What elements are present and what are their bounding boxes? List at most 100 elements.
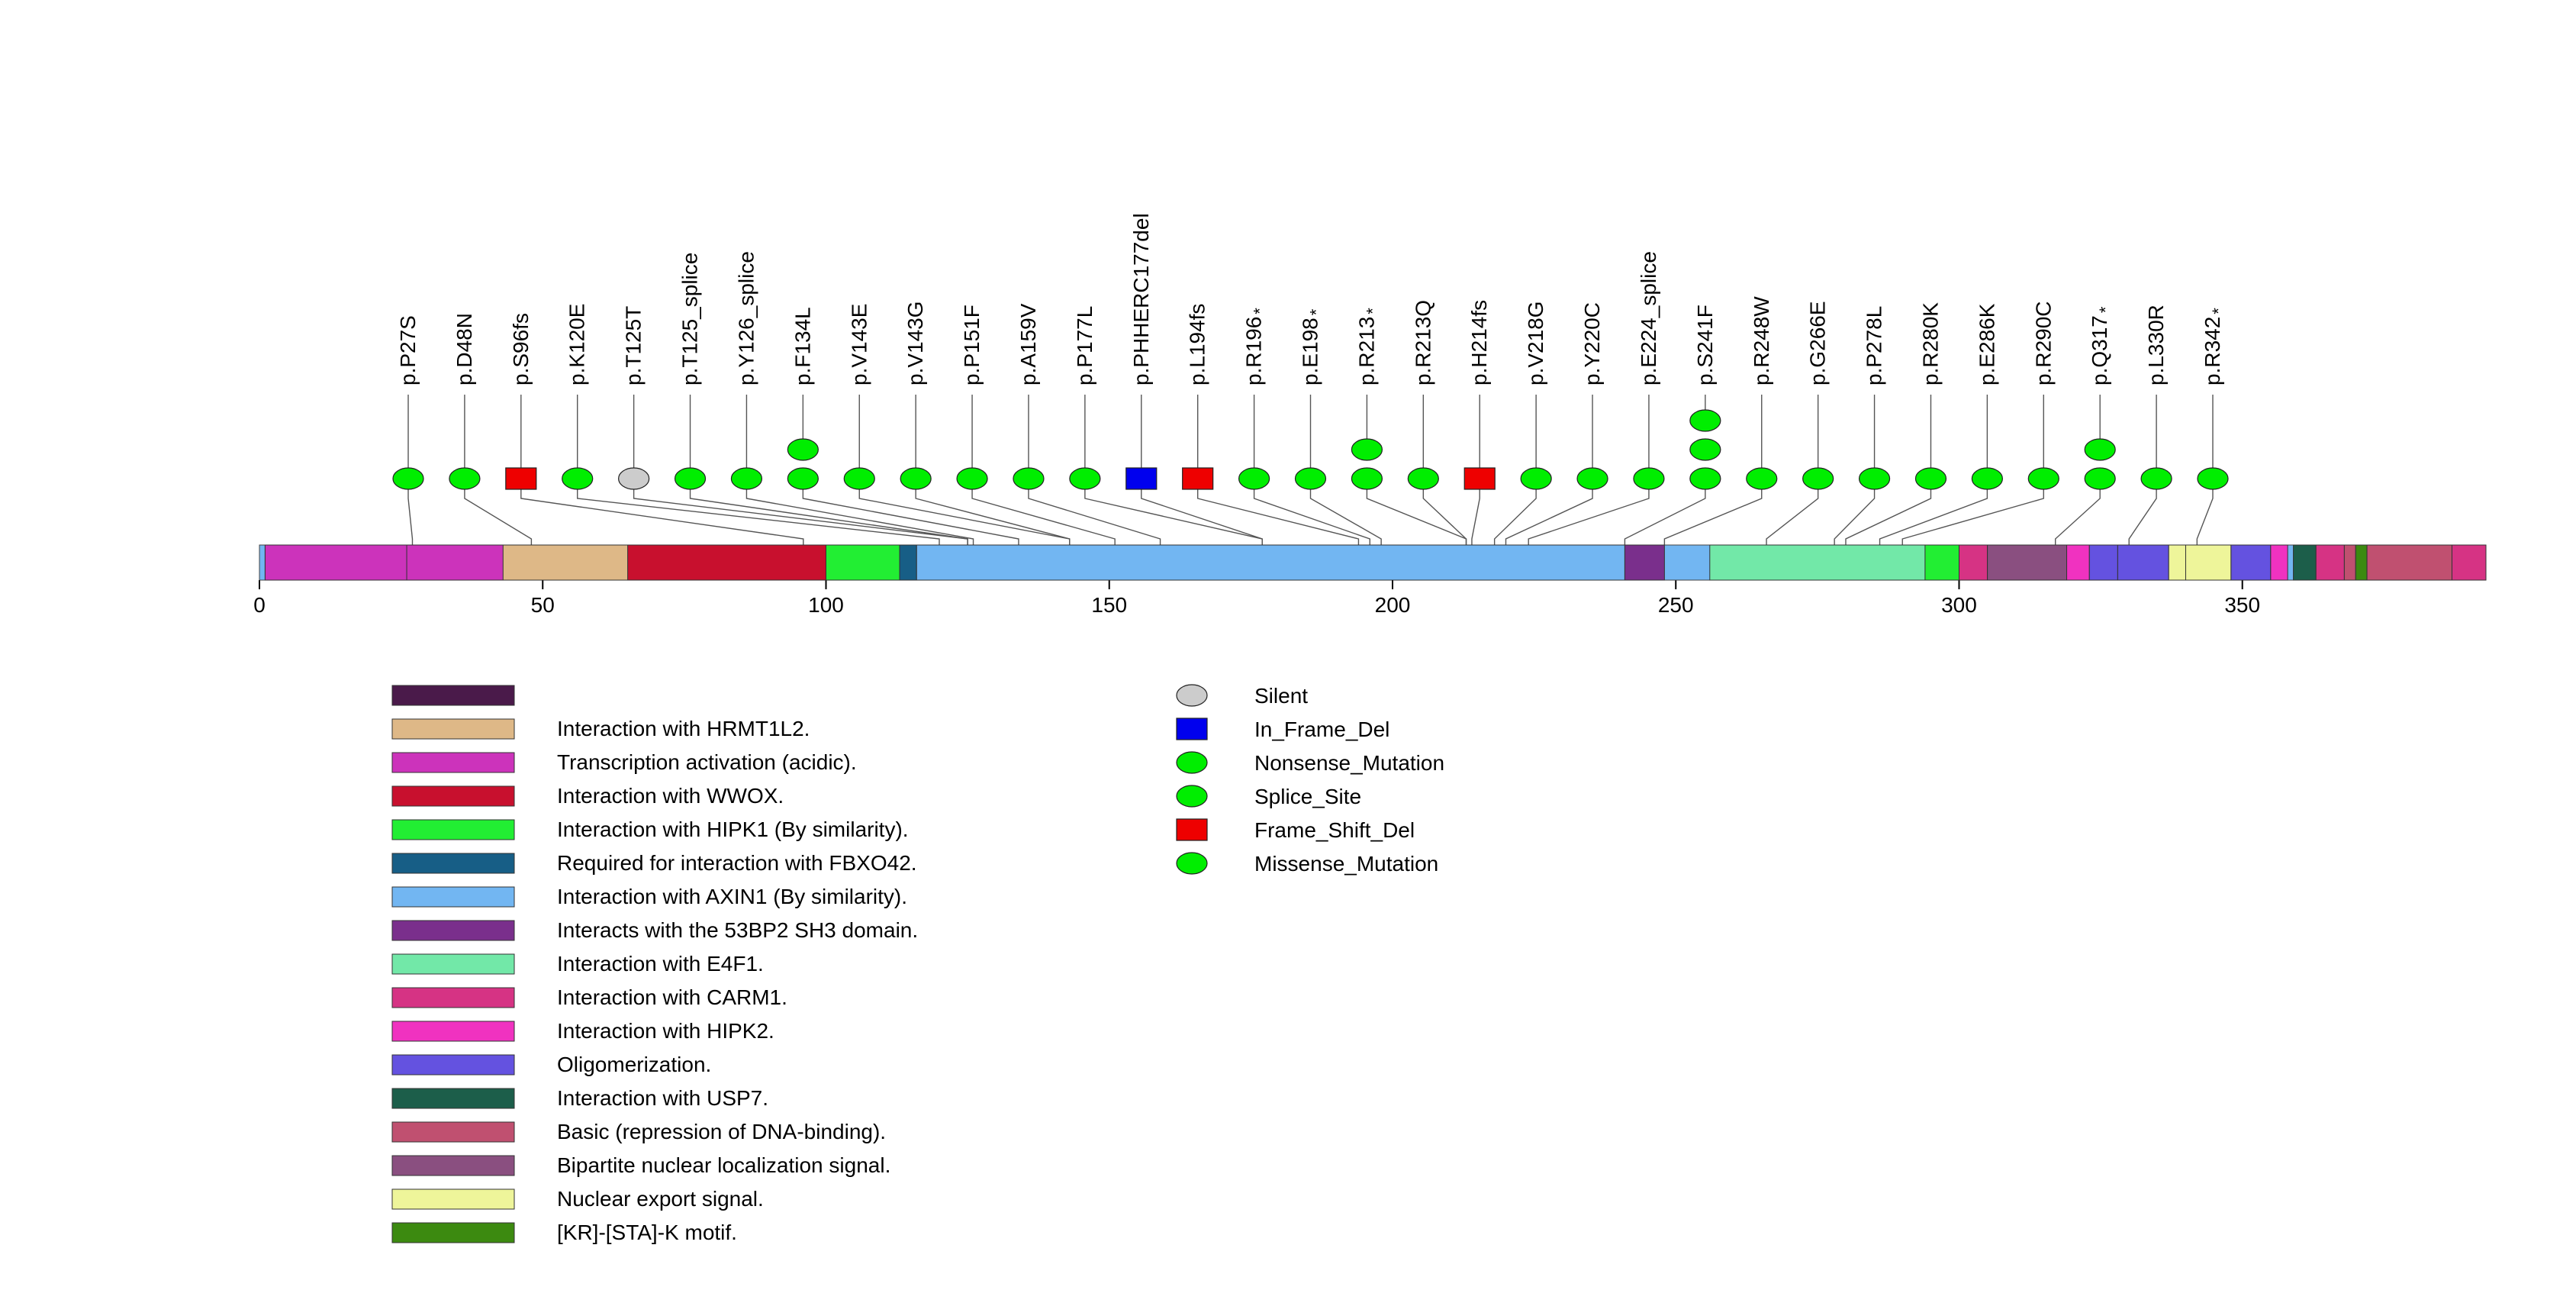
mutation-marker	[730, 467, 763, 490]
legend-mutation-marker	[1176, 718, 1208, 740]
legend-mutation-label: Nonsense_Mutation	[1254, 751, 1444, 775]
legend-domain-label: Required for interaction with FBXO42.	[557, 851, 917, 875]
domain-segment	[2343, 544, 2356, 581]
axis-tick-label: 100	[808, 593, 844, 617]
mutation-label: p.R213*	[1354, 308, 1382, 385]
mutation-marker	[618, 467, 650, 490]
legend-domain-swatch	[391, 1222, 515, 1243]
domain-segment	[825, 544, 900, 581]
mutation-marker	[1689, 438, 1721, 461]
domain-segment	[1924, 544, 1959, 581]
axis-tick-label: 350	[2224, 593, 2260, 617]
x-axis: 0 50 100 150 200 250 300 350	[253, 580, 2260, 617]
mutation-label: p.E286K	[1975, 303, 1998, 385]
nonsense-star: *	[1307, 308, 1326, 315]
mutation-type-legend: Silent In_Frame_Del Nonsense_Mutation Splic…	[1176, 684, 1444, 876]
axis-tick-label: 0	[253, 593, 266, 617]
mutation-label: p.R280K	[1918, 302, 1942, 385]
mutation-label: p.V218G	[1524, 301, 1547, 385]
mutation-stems	[407, 395, 2214, 468]
mutation-label: p.Q317*	[2088, 306, 2115, 385]
legend-mutation-label: In_Frame_Del	[1254, 718, 1389, 741]
mutation-marker	[1182, 467, 1214, 490]
mutation-label: p.V143G	[903, 301, 927, 385]
mutation-label: p.A159V	[1016, 303, 1040, 385]
mutation-label: p.R290C	[2031, 301, 2055, 385]
mutation-label: p.E224_splice	[1637, 251, 1660, 385]
mutation-marker	[787, 438, 819, 461]
legend-mutation-label: Missense_Mutation	[1254, 852, 1438, 876]
legend-domain-swatch	[391, 1121, 515, 1143]
domain-segment	[2355, 544, 2368, 581]
mutation-label: p.R213Q	[1411, 300, 1435, 385]
legend-mutation-marker	[1176, 751, 1208, 774]
mutation-marker	[1351, 467, 1383, 490]
mutation-label: p.K120E	[565, 304, 589, 385]
nonsense-star: *	[2096, 306, 2115, 313]
mutation-marker	[1125, 467, 1158, 490]
legend-domain-label: Interaction with CARM1.	[557, 985, 787, 1009]
mutation-label: p.P151F	[960, 305, 984, 385]
mutation-marker	[1633, 467, 1665, 490]
legend-domain-swatch	[391, 920, 515, 941]
domain-legend: Interaction with HRMT1L2. Transcription a…	[391, 685, 918, 1244]
mutation-label: p.D48N	[452, 313, 476, 385]
axis-tick-label: 200	[1375, 593, 1411, 617]
domain-segment	[264, 544, 407, 581]
mutation-label: p.H214fs	[1467, 300, 1491, 385]
legend-domain-label: Interaction with HIPK2.	[557, 1019, 774, 1043]
mutation-label: p.T125T	[622, 306, 646, 385]
legend-domain-swatch	[391, 1155, 515, 1176]
domain-segment	[2293, 544, 2317, 581]
legend-domain-label: Basic (repression of DNA-binding).	[557, 1120, 886, 1143]
mutation-marker	[1802, 467, 1834, 490]
domain-segment	[2315, 544, 2345, 581]
mutation-marker	[1914, 467, 1947, 490]
legend-mutation-label: Frame_Shift_Del	[1254, 818, 1415, 842]
mutation-marker	[1463, 467, 1496, 490]
domain-segment	[1709, 544, 1926, 581]
mutation-marker	[1689, 467, 1721, 490]
legend-domain-swatch	[391, 1088, 515, 1109]
domain-segment	[2270, 544, 2288, 581]
mutation-label: p.P278L	[1863, 306, 1886, 385]
legend-domain-label: [KR]-[STA]-K motif.	[557, 1221, 737, 1244]
mutation-label: p.P27S	[396, 315, 420, 385]
mutation-marker	[1351, 438, 1383, 461]
mutation-marker	[1013, 467, 1045, 490]
legend-mutation-marker	[1176, 852, 1208, 875]
legend-domain-label: Interaction with USP7.	[557, 1086, 768, 1110]
legend-mutation-label: Splice_Site	[1254, 785, 1361, 808]
mutation-label: p.PHHERC177del	[1129, 213, 1153, 385]
mutation-label: p.R342*	[2201, 308, 2228, 385]
domain-segment	[916, 544, 1625, 581]
mutation-label: p.T125_splice	[678, 253, 702, 385]
mutation-marker	[1294, 467, 1327, 490]
legend-mutation-marker	[1176, 818, 1208, 841]
mutation-marker	[843, 467, 875, 490]
mutation-marker	[1858, 467, 1891, 490]
mutation-label: p.S241F	[1693, 305, 1717, 385]
axis-tick-label: 150	[1091, 593, 1127, 617]
mutation-label: p.L194fs	[1186, 304, 1209, 385]
mutation-label: p.Y126_splice	[734, 251, 758, 385]
mutation-label: p.L330R	[2144, 305, 2168, 385]
mutation-marker	[1520, 467, 1552, 490]
domain-segment	[2366, 544, 2452, 581]
mutation-label: p.E198*	[1299, 308, 1326, 385]
nonsense-star: *	[1363, 308, 1382, 314]
mutation-marker	[2084, 467, 2116, 490]
mutation-marker	[1576, 467, 1608, 490]
mutation-label: p.G266E	[1806, 301, 1830, 385]
legend-mutation-label: Silent	[1254, 684, 1308, 708]
mutation-markers	[392, 409, 2229, 490]
mutation-label: p.R248W	[1750, 296, 1773, 385]
domain-segment	[2168, 544, 2186, 581]
mutation-marker	[392, 467, 424, 490]
legend-domain-swatch	[391, 886, 515, 908]
legend-domain-swatch	[391, 953, 515, 975]
protein-track	[259, 544, 2487, 581]
legend-domain-label: Nuclear export signal.	[557, 1187, 764, 1211]
mutation-marker	[1069, 467, 1101, 490]
